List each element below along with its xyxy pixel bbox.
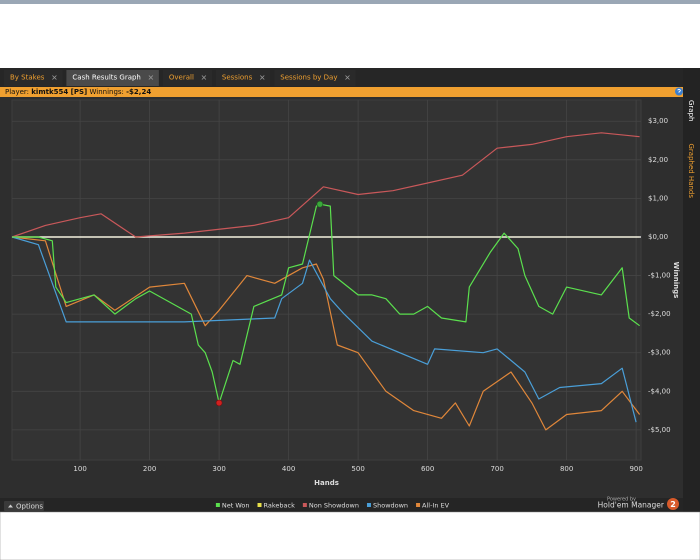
logo-badge <box>667 498 679 510</box>
legend-label: All-In EV <box>422 502 450 510</box>
tab[interactable] <box>274 70 356 86</box>
y-axis-label: Winnings <box>672 262 680 299</box>
product-version: 2 <box>670 500 676 509</box>
y-tick-label: -$1,00 <box>648 272 671 280</box>
product-name: Hold'em Manager <box>598 501 665 510</box>
legend-swatch <box>366 503 371 507</box>
legend-label: Rakeback <box>264 502 296 510</box>
x-tick-label: 700 <box>490 465 503 473</box>
series-line <box>11 236 641 431</box>
player-name: kimtk554 [PS] <box>31 88 87 96</box>
legend-swatch <box>215 503 220 507</box>
tab-close[interactable] <box>52 75 57 80</box>
tab[interactable] <box>215 70 271 86</box>
x-tick-label: 900 <box>629 465 642 473</box>
legend-label: Net Won <box>222 502 250 510</box>
x-tick-label: 100 <box>73 465 86 473</box>
player-label: Player: <box>5 88 29 96</box>
bottom-bar <box>0 498 683 512</box>
winnings-value: -$2,24 <box>126 88 151 96</box>
legend-swatch <box>257 503 262 507</box>
min-marker <box>215 399 223 407</box>
y-tick-label: -$3,00 <box>648 349 671 357</box>
legend-label: Showdown <box>373 502 408 510</box>
x-tick-label: 800 <box>560 465 573 473</box>
y-tick-label: $2,00 <box>648 156 668 164</box>
legend-swatch <box>416 503 421 507</box>
help-glyph <box>677 88 681 93</box>
browser-edge <box>0 0 700 4</box>
legend: Net Won Rakeback Non Showdown Showdown All-I… <box>215 502 450 510</box>
options-arrow <box>8 504 13 508</box>
player-bar <box>0 87 683 97</box>
x-tick-label: 400 <box>282 465 295 473</box>
y-tick-label: $1,00 <box>648 194 668 202</box>
tab-label: By Stakes <box>10 74 45 82</box>
tab-label: Sessions by Day <box>280 74 337 82</box>
tab[interactable] <box>162 70 212 86</box>
x-axis-label: Hands <box>314 479 339 487</box>
powered-by: Powered by <box>607 497 636 503</box>
y-tick-label: -$2,00 <box>648 310 671 318</box>
x-tick-label: 600 <box>421 465 434 473</box>
tab-label: Sessions <box>222 74 253 82</box>
max-marker <box>316 200 324 208</box>
y-tick-label: -$5,00 <box>648 426 671 434</box>
x-tick-label: 500 <box>351 465 364 473</box>
tab-close[interactable] <box>259 75 265 80</box>
legend-swatch <box>302 503 307 507</box>
tab-label: Overall <box>169 74 194 82</box>
tab-close[interactable] <box>148 75 154 80</box>
plot-area <box>11 99 642 461</box>
tab[interactable] <box>4 70 63 86</box>
series-line <box>12 203 640 404</box>
side-tab[interactable]: Graphed Hands <box>687 143 695 198</box>
y-tick-label: -$4,00 <box>648 387 671 395</box>
options-label: Options <box>16 503 43 511</box>
chart: 100 200 300 400 500 600 700 800 900 $3,00 $2,00 $1,… <box>11 100 680 510</box>
side-tab-strip <box>683 68 700 512</box>
y-tick-label: $0,00 <box>648 233 668 241</box>
side-tab[interactable]: Graph <box>687 100 695 121</box>
tab-close[interactable] <box>345 75 350 80</box>
tab-close[interactable] <box>201 75 207 80</box>
series-line <box>11 132 640 238</box>
tab-label: Cash Results Graph <box>72 74 140 82</box>
y-tick-label: $3,00 <box>648 117 668 125</box>
series-line <box>11 236 637 423</box>
below-panel <box>0 511 700 560</box>
x-tick-label: 300 <box>212 465 225 473</box>
winnings-label: Winnings: <box>89 88 123 96</box>
player-info: Player: kimtk554 [PS] Winnings: -$2,24 <box>5 88 151 96</box>
x-tick-label: 200 <box>143 465 156 473</box>
tab[interactable] <box>66 70 159 86</box>
legend-label: Non Showdown <box>309 502 359 510</box>
options-button[interactable] <box>4 501 44 511</box>
